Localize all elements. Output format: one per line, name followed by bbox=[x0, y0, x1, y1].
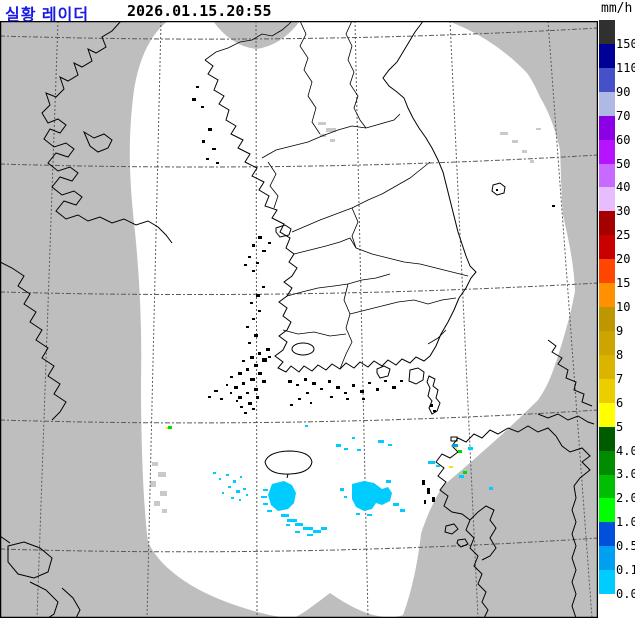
legend-unit-label: mm/h bbox=[601, 1, 633, 16]
legend-label: 15 bbox=[616, 276, 631, 291]
legend-segment bbox=[599, 187, 615, 212]
radar-coverage-area bbox=[129, 21, 575, 618]
legend-label: 25 bbox=[616, 228, 631, 243]
legend-segment bbox=[599, 426, 615, 451]
legend-segment bbox=[599, 498, 615, 523]
legend-segment bbox=[599, 474, 615, 499]
legend-segment bbox=[599, 43, 615, 68]
legend-label: 20 bbox=[616, 252, 631, 267]
legend-segment bbox=[599, 450, 615, 475]
legend-segment bbox=[599, 330, 615, 355]
legend-segment bbox=[599, 402, 615, 427]
legend-segment bbox=[599, 235, 615, 260]
legend-segment bbox=[599, 20, 615, 44]
legend-label: 6 bbox=[616, 395, 624, 410]
legend-label: 90 bbox=[616, 84, 631, 99]
legend-segment bbox=[599, 163, 615, 188]
legend-segment bbox=[599, 259, 615, 284]
legend-label: 0.0 bbox=[616, 587, 635, 602]
radar-map-canvas bbox=[0, 20, 599, 619]
legend-label: 2.0 bbox=[616, 491, 635, 506]
china-coastline bbox=[0, 20, 173, 619]
legend-label: 30 bbox=[616, 204, 631, 219]
korea-coastline bbox=[204, 20, 477, 373]
legend-label: 8 bbox=[616, 347, 624, 362]
legend-label: 10 bbox=[616, 300, 631, 315]
legend-segment bbox=[599, 522, 615, 547]
legend-segment bbox=[599, 570, 615, 595]
legend-label: 7 bbox=[616, 371, 624, 386]
legend-label: 3.0 bbox=[616, 467, 635, 482]
legend-label: 0.5 bbox=[616, 539, 635, 554]
legend-segment bbox=[599, 91, 615, 116]
legend-label: 110 bbox=[616, 60, 635, 75]
observation-timestamp: 2026.01.15.20:55 bbox=[127, 2, 272, 20]
legend-label: 60 bbox=[616, 132, 631, 147]
legend-segment bbox=[599, 115, 615, 140]
precipitation-echoes bbox=[166, 425, 493, 536]
radar-map bbox=[0, 20, 599, 619]
legend-label: 150 bbox=[616, 36, 635, 51]
legend-label: 9 bbox=[616, 323, 624, 338]
legend-label: 4.0 bbox=[616, 443, 635, 458]
legend-segment bbox=[599, 139, 615, 164]
legend-label: 5 bbox=[616, 419, 624, 434]
legend-segment bbox=[599, 211, 615, 236]
legend-segment bbox=[599, 594, 615, 619]
legend-segment bbox=[599, 546, 615, 571]
rain-rate-color-scale bbox=[599, 20, 615, 619]
legend-label: 70 bbox=[616, 108, 631, 123]
legend-segment bbox=[599, 378, 615, 403]
legend-segment bbox=[599, 354, 615, 379]
faint-clutter-echoes bbox=[150, 122, 541, 513]
legend-label: 0.1 bbox=[616, 563, 635, 578]
japan-coastline bbox=[422, 339, 595, 619]
legend-label: 50 bbox=[616, 156, 631, 171]
legend-label: 40 bbox=[616, 180, 631, 195]
jeju-island bbox=[264, 450, 313, 479]
map-frame bbox=[0, 20, 599, 619]
dokdo-island bbox=[552, 205, 555, 207]
ulleungdo-island bbox=[491, 182, 506, 196]
island-specks bbox=[192, 86, 425, 414]
legend-segment bbox=[599, 307, 615, 331]
page-title: 실황 레이더 bbox=[5, 7, 90, 24]
legend-segment bbox=[599, 67, 615, 92]
legend-segment bbox=[599, 283, 615, 308]
legend-label: 1.0 bbox=[616, 515, 635, 530]
graticule bbox=[0, 20, 599, 619]
